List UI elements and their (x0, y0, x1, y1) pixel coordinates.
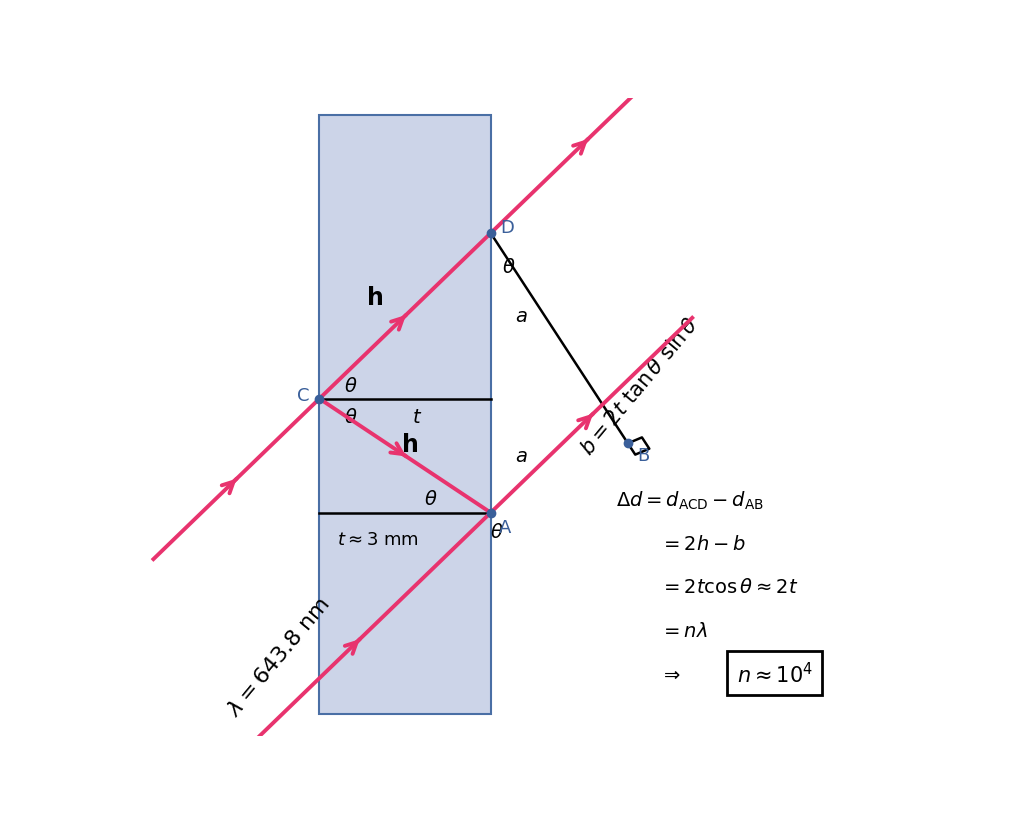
Text: B: B (637, 447, 649, 464)
Text: $n \approx 10^4$: $n \approx 10^4$ (736, 661, 813, 686)
Text: $\theta$: $\theta$ (490, 523, 504, 542)
Text: $a$: $a$ (514, 447, 527, 466)
Text: D: D (500, 218, 514, 237)
Text: $t \approx 3$ mm: $t \approx 3$ mm (337, 531, 419, 549)
Bar (319, 116, 490, 715)
Text: C: C (297, 386, 309, 404)
Text: $= 2t\cos\theta \approx 2t$: $= 2t\cos\theta \approx 2t$ (659, 577, 798, 596)
Text: $b = 2t\ \tan\theta\ \sin\theta$: $b = 2t\ \tan\theta\ \sin\theta$ (578, 314, 702, 459)
Text: $\theta$: $\theta$ (502, 257, 515, 276)
Text: $\mathbf{h}$: $\mathbf{h}$ (400, 433, 418, 457)
Text: $a$: $a$ (514, 307, 527, 326)
Text: $\theta$: $\theta$ (424, 490, 438, 509)
Text: $\mathbf{h}$: $\mathbf{h}$ (367, 285, 383, 309)
Text: $= 2h - b$: $= 2h - b$ (659, 534, 745, 553)
Text: $t$: $t$ (412, 408, 422, 427)
Text: $\theta$: $\theta$ (344, 408, 358, 427)
Text: $= n\lambda$: $= n\lambda$ (659, 621, 708, 640)
Text: $\Rightarrow$: $\Rightarrow$ (659, 664, 681, 683)
Text: $\theta$: $\theta$ (344, 377, 358, 396)
Text: $\Delta d = d_{\rm ACD} - d_{\rm AB}$: $\Delta d = d_{\rm ACD} - d_{\rm AB}$ (616, 490, 764, 512)
Text: A: A (499, 518, 511, 536)
Text: $\lambda = 643.8$ nm: $\lambda = 643.8$ nm (224, 593, 334, 719)
